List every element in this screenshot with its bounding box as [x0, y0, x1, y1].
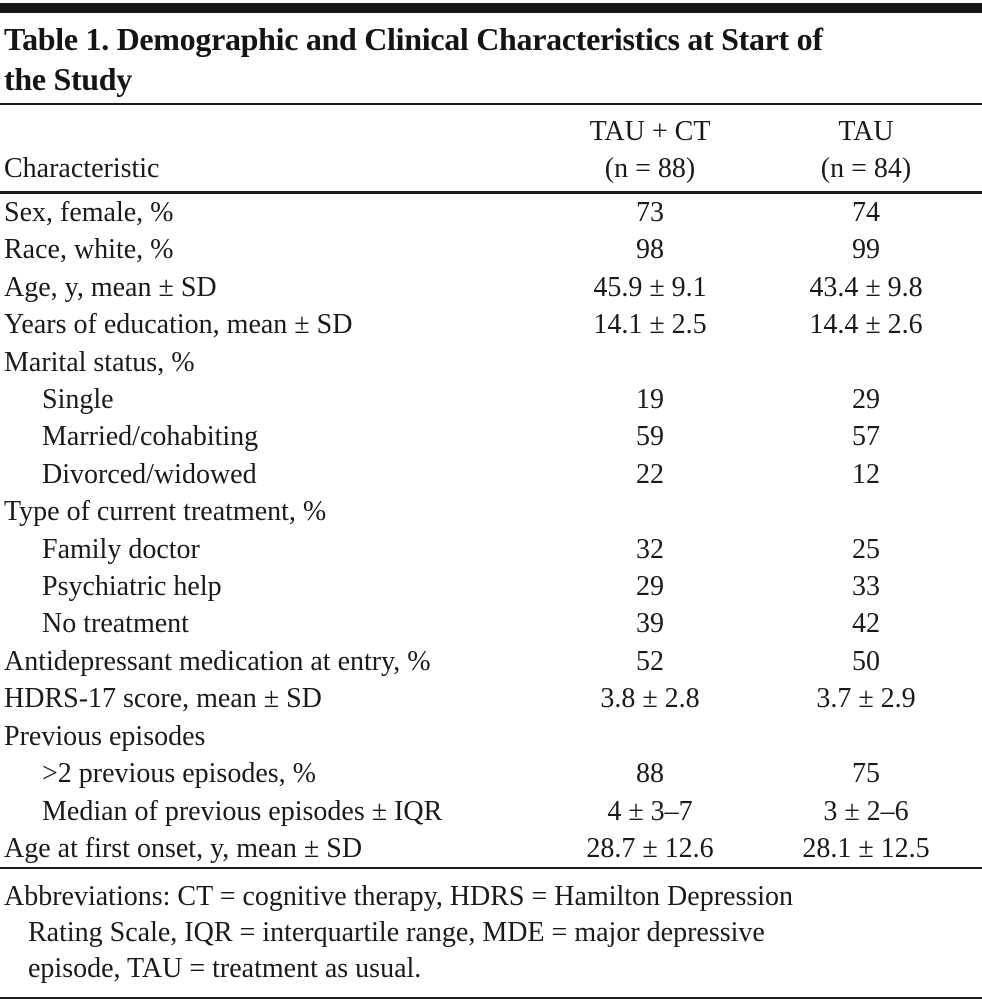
row-value-tau-ct: 22: [636, 458, 664, 490]
table-row: Median of previous episodes ± IQR 4 ± 3–7…: [0, 793, 982, 830]
row-value-tau: 33: [852, 571, 880, 603]
table-body: Sex, female, % 73 74 Race, white, % 98 99 Ag…: [0, 193, 982, 869]
table-row: Single 19 29: [0, 381, 982, 418]
table-row: Age, y, mean ± SD 45.9 ± 9.1 43.4 ± 9.8: [0, 269, 982, 306]
table-row: HDRS-17 score, mean ± SD 3.8 ± 2.8 3.7 ± 2…: [0, 680, 982, 717]
row-label: >2 previous episodes, %: [42, 758, 316, 790]
row-value-tau-ct: 39: [636, 608, 664, 640]
table-section-row: Type of current treatment, %: [0, 493, 982, 530]
table-bottom-rule: [0, 997, 982, 1000]
row-value-tau: 75: [852, 758, 880, 790]
table-row: Age at first onset, y, mean ± SD 28.7 ± 1…: [0, 830, 982, 868]
row-value-tau-ct: 59: [636, 421, 664, 453]
row-value-tau: 25: [852, 533, 880, 565]
table-header: Characteristic TAU + CT (n = 88) TAU (n …: [0, 104, 982, 194]
row-value-tau-ct: [550, 344, 750, 381]
row-label: Married/cohabiting: [42, 421, 259, 453]
row-value-tau: 50: [852, 645, 880, 677]
row-value-tau-ct: 98: [636, 234, 664, 266]
table-row: Psychiatric help 29 33: [0, 568, 982, 605]
row-value-tau: 12: [852, 458, 880, 490]
header-row: Characteristic TAU + CT (n = 88) TAU (n …: [0, 104, 982, 194]
table-row: Married/cohabiting 59 57: [0, 418, 982, 455]
table-title-line1: Table 1. Demographic and Clinical Charac…: [4, 21, 823, 57]
table-title-line2: the Study: [4, 61, 133, 97]
row-value-tau-ct: 88: [636, 758, 664, 790]
row-label: No treatment: [42, 608, 189, 640]
table-row: Divorced/widowed 22 12: [0, 456, 982, 493]
section-label: Marital status, %: [4, 346, 195, 378]
table-row: Sex, female, % 73 74: [0, 193, 982, 232]
row-value-tau: 28.1 ± 12.5: [802, 832, 930, 864]
footnote-line3: episode, TAU = treatment as usual.: [28, 953, 422, 985]
row-value-tau: [750, 344, 982, 381]
row-value-tau: 3.7 ± 2.9: [816, 683, 916, 715]
table-row: Family doctor 32 25: [0, 531, 982, 568]
table-section-row: Previous episodes: [0, 718, 982, 755]
row-value-tau: 14.4 ± 2.6: [809, 309, 923, 341]
row-label: Sex, female, %: [4, 197, 174, 228]
row-label: Single: [42, 384, 114, 416]
demographics-table: Characteristic TAU + CT (n = 88) TAU (n …: [0, 103, 982, 869]
footnote-line1: Abbreviations: CT = cognitive therapy, H…: [4, 881, 794, 913]
table-row: No treatment 39 42: [0, 605, 982, 642]
table-top-rule: [0, 3, 982, 13]
footnote-line2: Rating Scale, IQR = interquartile range,…: [28, 917, 765, 949]
row-label: Race, white, %: [4, 234, 174, 266]
header-tau-n: (n = 84): [820, 153, 912, 184]
row-label: Years of education, mean ± SD: [4, 309, 353, 341]
table-row: Years of education, mean ± SD 14.1 ± 2.5 1…: [0, 306, 982, 343]
row-value-tau: 42: [852, 608, 880, 640]
row-value-tau: [750, 718, 982, 755]
row-value-tau: 99: [852, 234, 880, 266]
header-tau-label: TAU: [838, 116, 894, 147]
row-label: Antidepressant medication at entry, %: [4, 645, 431, 677]
row-value-tau-ct: [550, 493, 750, 530]
row-label: Age at first onset, y, mean ± SD: [4, 832, 363, 864]
table-row: >2 previous episodes, % 88 75: [0, 755, 982, 792]
row-value-tau-ct: 14.1 ± 2.5: [593, 309, 707, 341]
row-label: Age, y, mean ± SD: [4, 271, 217, 303]
row-value-tau: 3 ± 2–6: [823, 795, 909, 827]
row-value-tau-ct: 4 ± 3–7: [607, 795, 693, 827]
row-value-tau-ct: 3.8 ± 2.8: [600, 683, 700, 715]
row-value-tau-ct: 45.9 ± 9.1: [593, 271, 707, 303]
row-label: HDRS-17 score, mean ± SD: [4, 683, 322, 715]
row-value-tau-ct: 52: [636, 645, 664, 677]
row-label: Family doctor: [42, 533, 200, 565]
row-value-tau: 29: [852, 384, 880, 416]
row-value-tau-ct: 29: [636, 571, 664, 603]
row-value-tau-ct: 32: [636, 533, 664, 565]
row-value-tau: [750, 493, 982, 530]
table-title: Table 1. Demographic and Clinical Charac…: [0, 13, 982, 103]
header-tau-ct-label: TAU + CT: [589, 116, 711, 147]
row-label: Median of previous episodes ± IQR: [42, 795, 443, 827]
table-row: Antidepressant medication at entry, % 52 5…: [0, 643, 982, 680]
table-footnote: Abbreviations: CT = cognitive therapy, H…: [0, 869, 982, 987]
section-label: Previous episodes: [4, 720, 206, 752]
row-value-tau: 74: [852, 197, 880, 228]
row-value-tau-ct: 19: [636, 384, 664, 416]
header-tau-ct-n: (n = 88): [604, 153, 696, 184]
table-section-row: Marital status, %: [0, 344, 982, 381]
row-value-tau: 57: [852, 421, 880, 453]
section-label: Type of current treatment, %: [4, 496, 327, 528]
row-value-tau-ct: 73: [636, 197, 664, 228]
row-value-tau-ct: [550, 718, 750, 755]
row-value-tau: 43.4 ± 9.8: [809, 271, 923, 303]
header-characteristic: Characteristic: [0, 104, 550, 194]
row-value-tau-ct: 28.7 ± 12.6: [586, 832, 714, 864]
row-label: Divorced/widowed: [42, 458, 257, 490]
header-group-tau-ct: TAU + CT (n = 88): [550, 104, 750, 194]
row-label: Psychiatric help: [42, 571, 222, 603]
table-row: Race, white, % 98 99: [0, 231, 982, 268]
header-group-tau: TAU (n = 84): [750, 104, 982, 194]
